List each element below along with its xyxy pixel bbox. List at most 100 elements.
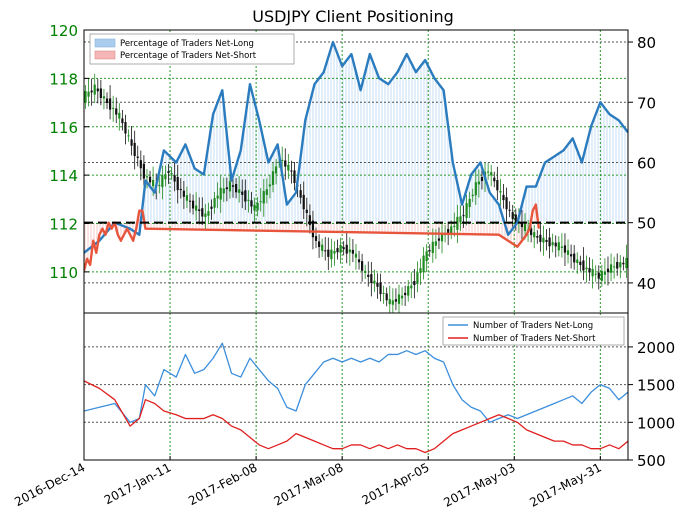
net-long-percentage-line [84, 40, 628, 254]
price-candle-body [118, 112, 121, 119]
price-candle-body [219, 187, 222, 200]
price-candle-body [554, 242, 557, 247]
price-candle-body [185, 195, 189, 201]
price-candle-body [373, 280, 376, 284]
right-tick-label: 40 [637, 275, 656, 293]
price-candle-body [533, 232, 536, 238]
price-candle-body [505, 197, 508, 210]
price-candle-body [468, 198, 471, 208]
price-candle-body [124, 122, 127, 134]
x-tick-label: 2017-May-31 [527, 460, 603, 509]
price-candle-body [262, 191, 265, 204]
price-candle-body [342, 247, 345, 250]
price-candle-body [536, 236, 539, 238]
price-candle-body [600, 270, 603, 281]
price-candle-body [514, 214, 517, 225]
price-candle-body [225, 187, 228, 190]
price-candle-body [361, 261, 364, 271]
legend-net-short-label: Percentage of Traders Net-Short [120, 51, 257, 61]
price-candle-body [204, 213, 207, 218]
percentage-fill-areas [84, 42, 628, 271]
price-candle-body [284, 160, 287, 167]
price-candle-body [487, 171, 490, 173]
price-candle-body [416, 272, 419, 284]
price-candle-body [308, 215, 311, 226]
price-candle-body [502, 194, 505, 201]
price-candle-body [173, 175, 176, 182]
price-candle-body [582, 260, 585, 271]
price-candle-body [84, 91, 87, 103]
price-candle-body [222, 188, 225, 194]
price-candle-body [385, 293, 388, 301]
price-candle-body [591, 268, 594, 277]
top-legend-box [89, 33, 295, 65]
legend-net-short-swatch [94, 50, 116, 60]
price-candle-body [453, 225, 456, 227]
left-tick-label: 120 [49, 22, 78, 40]
price-candle-body [370, 274, 373, 284]
price-candle-body [161, 175, 164, 188]
price-candle-body [490, 172, 493, 176]
left-tick-label: 116 [49, 119, 78, 137]
price-candle-body [508, 209, 511, 211]
price-candle-body [256, 202, 259, 211]
legend-count-long-label: Number of Traders Net-Long [473, 321, 593, 331]
price-candle-body [407, 286, 410, 296]
price-candle-body [241, 191, 244, 195]
price-candle-body [247, 199, 250, 201]
price-candle-body [112, 107, 115, 109]
price-candle-body [305, 209, 308, 213]
price-candle-body [324, 250, 327, 252]
x-tick-label: 2017-Mar-08 [272, 460, 346, 508]
price-candle-body [480, 177, 484, 182]
x-tick-label: 2017-Apr-05 [360, 460, 432, 507]
price-candle-body [191, 200, 195, 209]
trader-count-lines [84, 342, 628, 454]
price-candle-body [388, 299, 391, 305]
price-candle-body [321, 244, 324, 251]
net-short-percentage-line [84, 203, 541, 272]
price-candle-body [213, 197, 216, 208]
price-candle-body [210, 206, 213, 209]
net-short-count-line [84, 380, 628, 454]
price-candle-body [139, 160, 142, 169]
price-candle-body [530, 228, 533, 236]
legend-count-short-label: Number of Traders Net-Short [473, 334, 596, 344]
price-candle-body [579, 261, 582, 266]
price-candle-body [391, 300, 394, 305]
price-candle-body [585, 267, 588, 270]
price-candle-body [548, 237, 551, 247]
top-panel: 110 112 114 116 118 120 40 50 60 70 80 Percentage… [49, 22, 656, 314]
price-candle-body [619, 262, 622, 268]
price-candle-body [311, 220, 315, 238]
price-candle-body [281, 159, 284, 161]
price-candle-body [539, 234, 542, 242]
price-candle-body [314, 236, 318, 241]
price-candle-body [228, 181, 232, 192]
bottom-tick-label: 2000 [637, 339, 675, 357]
price-candle-body [250, 200, 253, 207]
price-candle-body [293, 170, 296, 184]
price-candle-body [87, 91, 90, 97]
price-candle-body [437, 238, 441, 241]
price-candle-body [327, 249, 330, 257]
price-candle-body [96, 88, 99, 92]
right-axis-ticks: 40 50 60 70 80 [628, 34, 656, 293]
price-candle-body [425, 251, 428, 262]
price-candle-body [511, 212, 514, 220]
price-candle-body [447, 229, 450, 235]
usdjpy-price-series [84, 73, 628, 313]
left-tick-label: 112 [49, 216, 78, 234]
price-candle-body [551, 242, 554, 246]
price-candle-body [176, 177, 179, 191]
price-candle-body [594, 273, 597, 275]
price-candle-body [603, 271, 607, 275]
price-candle-body [130, 139, 133, 146]
left-tick-label: 114 [49, 167, 78, 185]
price-candle-body [616, 261, 619, 269]
right-tick-label: 60 [637, 154, 656, 172]
price-candle-body [274, 166, 278, 174]
price-candle-body [348, 249, 351, 253]
top-gridlines [84, 30, 628, 313]
